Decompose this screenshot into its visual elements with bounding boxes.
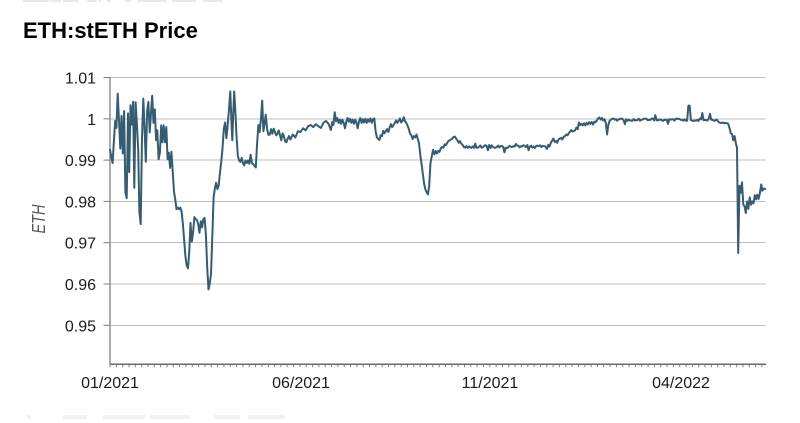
svg-text:1: 1 (87, 112, 96, 129)
svg-text:1.01: 1.01 (65, 71, 96, 88)
svg-text:01/2021: 01/2021 (81, 375, 139, 392)
svg-text:04/2022: 04/2022 (652, 375, 710, 392)
svg-text:0.98: 0.98 (65, 194, 96, 211)
svg-text:06/2021: 06/2021 (272, 375, 330, 392)
svg-text:0.96: 0.96 (65, 277, 96, 294)
svg-text:0.99: 0.99 (65, 153, 96, 170)
svg-text:ETH: ETH (29, 204, 49, 234)
svg-text:0.95: 0.95 (65, 318, 96, 335)
svg-text:11/2021: 11/2021 (462, 375, 519, 392)
svg-text:0.97: 0.97 (65, 236, 96, 253)
